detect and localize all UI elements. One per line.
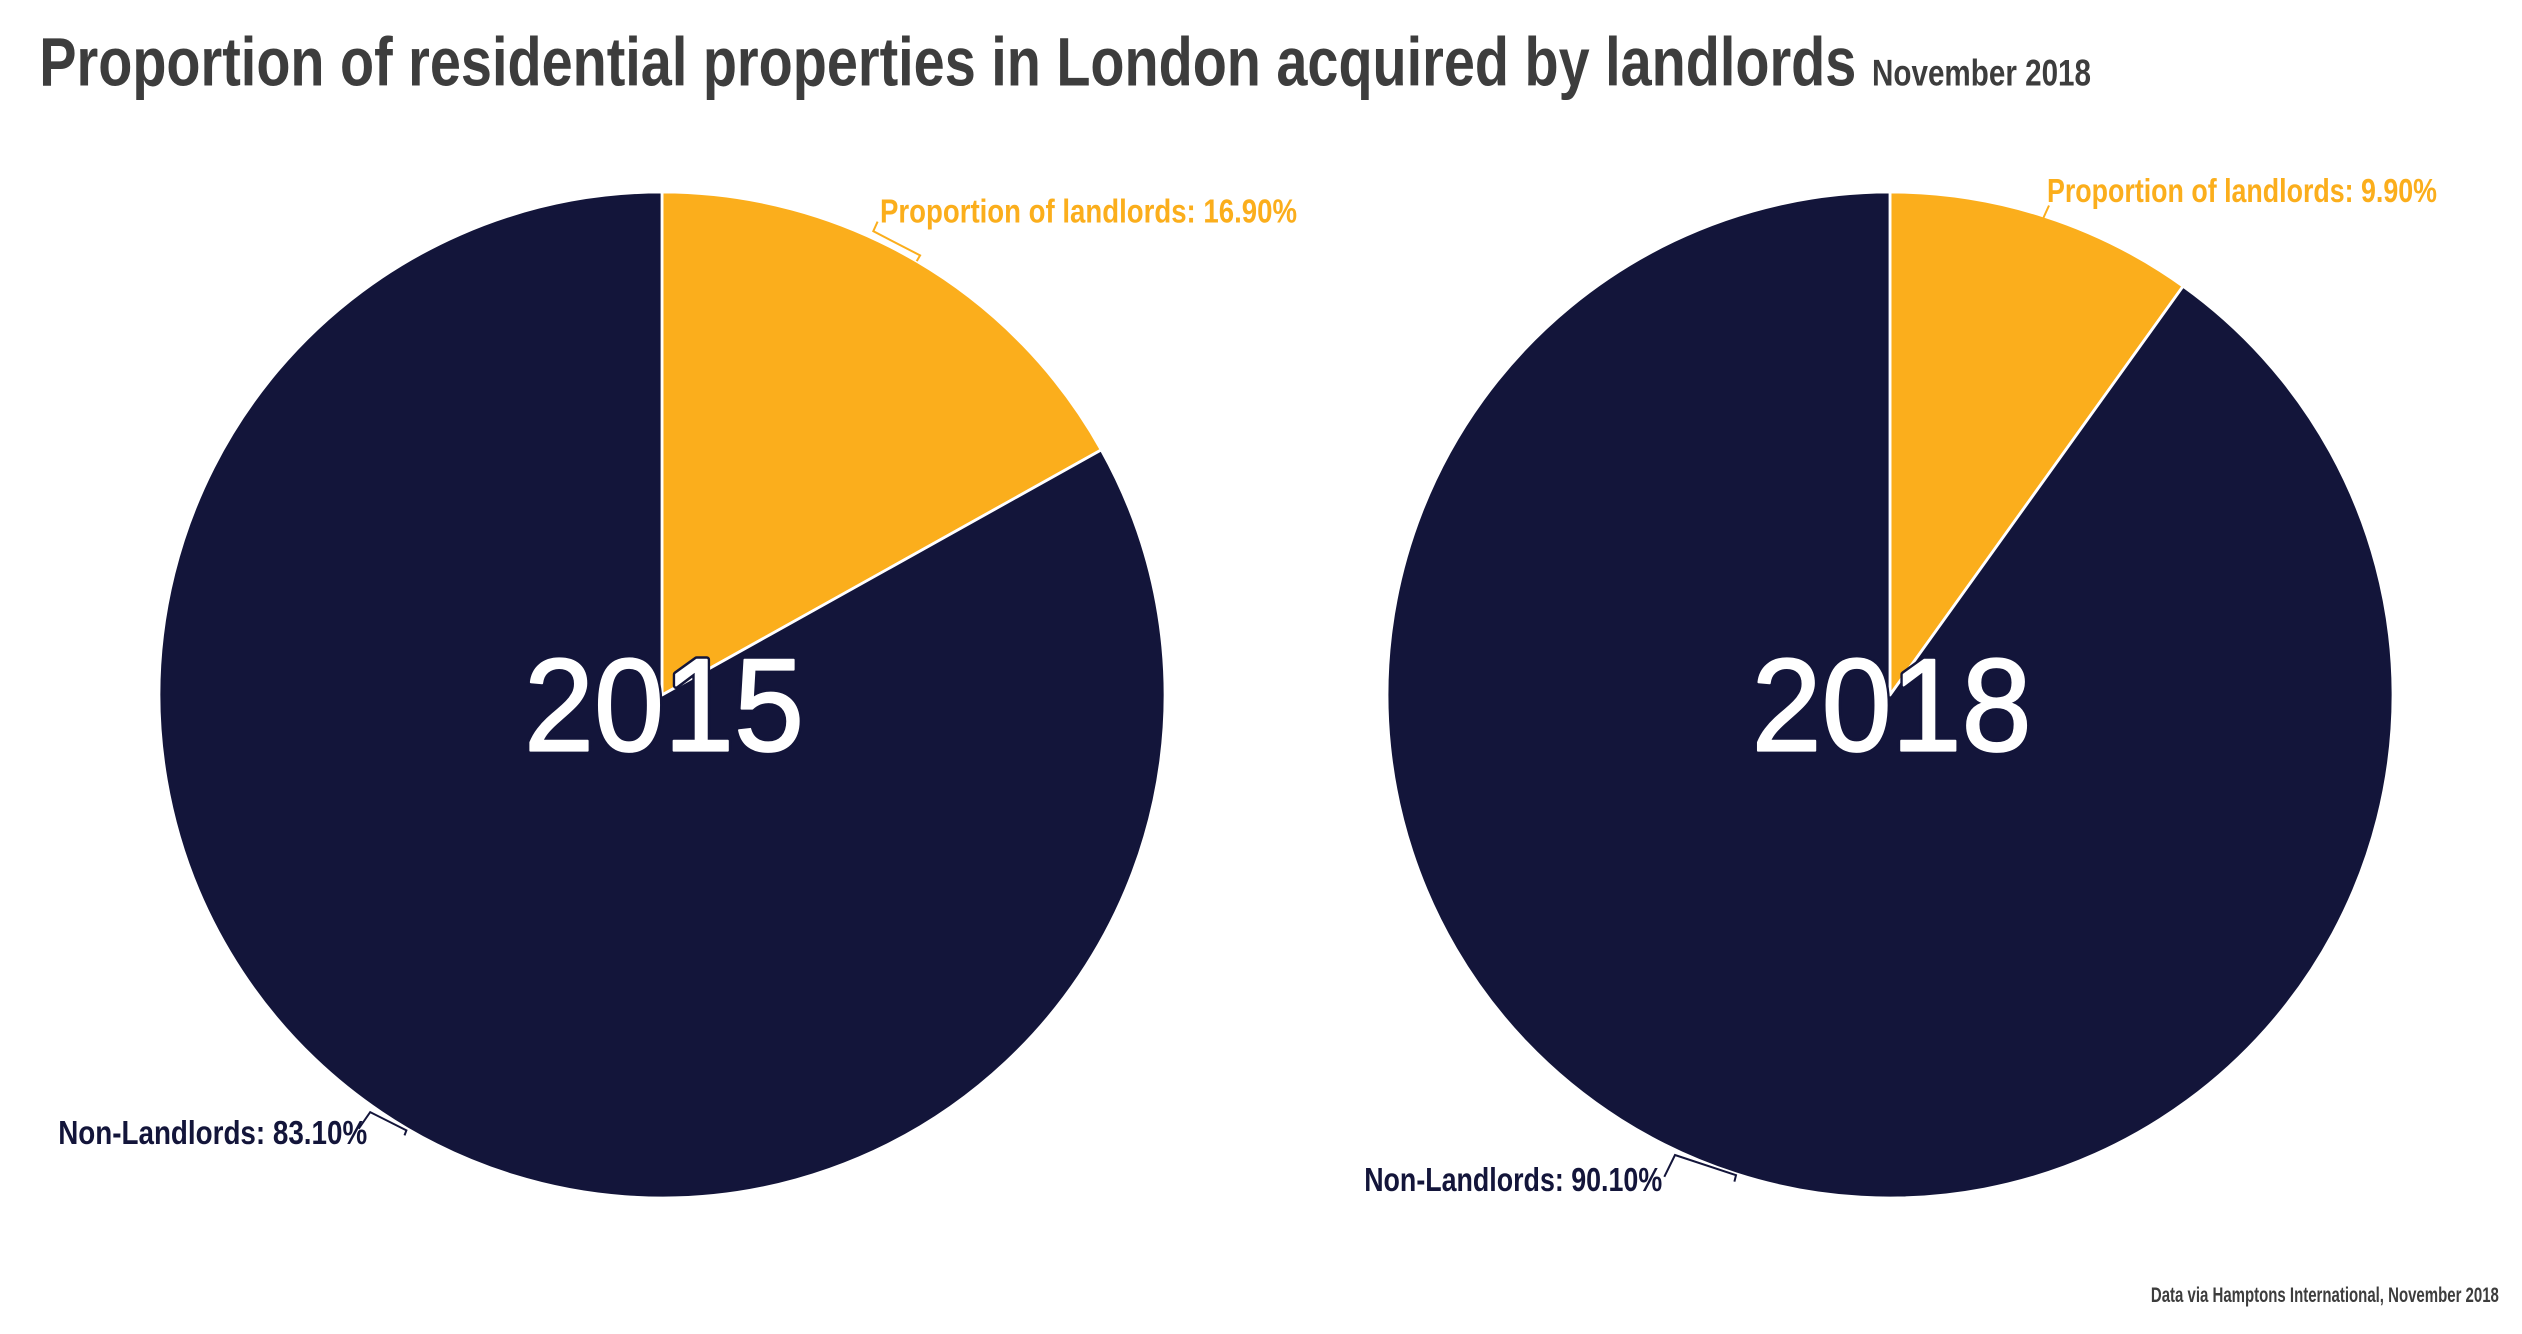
svg-text:Proportion of residential prop: Proportion of residential properties in … [39,24,1856,101]
svg-text:November 2018: November 2018 [1872,53,2091,94]
svg-text:2015: 2015 [524,632,804,779]
svg-text:Proportion of landlords: 9.90%: Proportion of landlords: 9.90% [2047,172,2437,209]
svg-text:2018: 2018 [1752,632,2032,779]
svg-text:Data via Hamptons Internationa: Data via Hamptons International, Novembe… [2151,1284,2499,1307]
svg-text:2015: 2015 [524,632,804,779]
svg-text:Non-Landlords: 83.10%: Non-Landlords: 83.10% [58,1114,367,1151]
svg-text:2018: 2018 [1752,632,2032,779]
svg-text:Non-Landlords: 90.10%: Non-Landlords: 90.10% [1364,1161,1662,1198]
svg-text:Proportion of landlords: 16.90: Proportion of landlords: 16.90% [880,193,1297,230]
